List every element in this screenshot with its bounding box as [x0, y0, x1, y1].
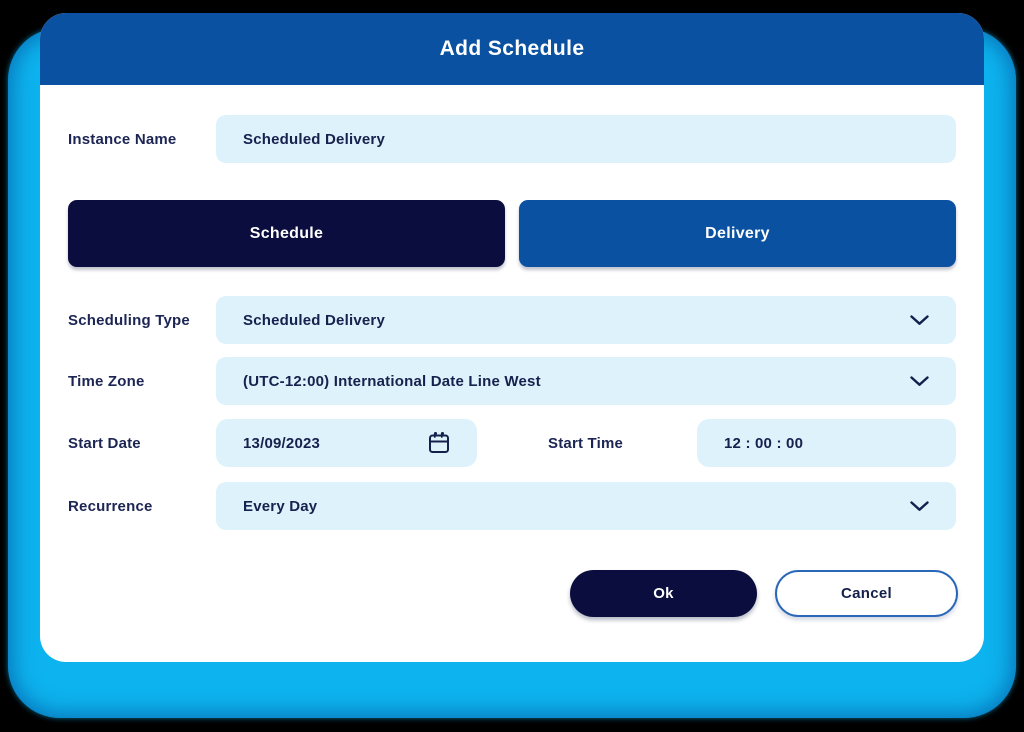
scheduling-type-dropdown[interactable]: Scheduled Delivery	[216, 296, 956, 344]
time-zone-label: Time Zone	[68, 372, 145, 390]
time-zone-dropdown[interactable]: (UTC-12:00) International Date Line West	[216, 357, 956, 405]
tab-delivery[interactable]: Delivery	[519, 200, 956, 267]
chevron-down-icon	[910, 375, 929, 387]
instance-name-field[interactable]	[216, 115, 956, 163]
add-schedule-dialog: Add Schedule Instance Name Schedule Deli…	[40, 13, 984, 662]
start-date-label: Start Date	[68, 434, 141, 452]
dialog-title: Add Schedule	[439, 37, 585, 60]
start-time-field[interactable]: 12 : 00 : 00	[697, 419, 956, 467]
chevron-down-icon	[910, 314, 929, 326]
ok-button[interactable]: Ok	[570, 570, 757, 617]
start-time-value: 12 : 00 : 00	[724, 434, 804, 452]
time-zone-value: (UTC-12:00) International Date Line West	[243, 372, 541, 390]
cancel-button[interactable]: Cancel	[775, 570, 958, 617]
recurrence-value: Every Day	[243, 497, 318, 515]
chevron-down-icon	[910, 500, 929, 512]
scheduling-type-value: Scheduled Delivery	[243, 311, 385, 329]
instance-name-label: Instance Name	[68, 130, 177, 148]
tab-delivery-label: Delivery	[705, 224, 770, 242]
cancel-button-label: Cancel	[841, 585, 892, 602]
recurrence-label: Recurrence	[68, 497, 153, 515]
scheduling-type-label: Scheduling Type	[68, 311, 190, 329]
start-time-label: Start Time	[548, 434, 624, 452]
tab-schedule-label: Schedule	[249, 224, 324, 242]
calendar-icon[interactable]	[428, 431, 450, 455]
start-date-field[interactable]: 13/09/2023	[216, 419, 477, 467]
tab-schedule[interactable]: Schedule	[68, 200, 505, 267]
instance-name-input[interactable]	[243, 115, 929, 163]
ok-button-label: Ok	[653, 585, 674, 602]
dialog-header: Add Schedule	[40, 13, 984, 85]
recurrence-dropdown[interactable]: Every Day	[216, 482, 956, 530]
start-date-value: 13/09/2023	[243, 434, 321, 452]
